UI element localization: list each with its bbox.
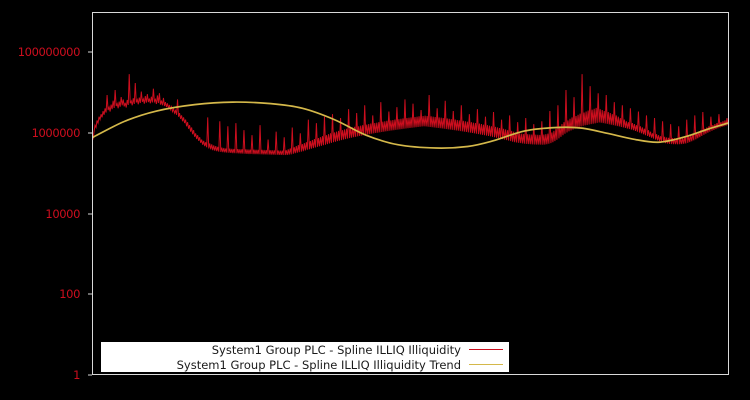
legend-swatch-illiquidity [469,349,503,350]
y-axis-tick-label: 1 [73,368,80,382]
legend-entry-illiquidity-trend[interactable]: System1 Group PLC - Spline ILLIQ Illiqui… [101,357,509,372]
y-axis: 100000000 1000000 10000 100 1 [0,0,92,400]
plot-area [92,12,729,375]
y-axis-tick-label: 100000000 [17,45,81,60]
series-trend [93,101,728,149]
legend-entry-illiquidity[interactable]: System1 Group PLC - Spline ILLIQ Illiqui… [101,342,509,357]
illiquidity-line [93,74,728,156]
chart-canvas [93,74,728,156]
y-axis-tick-mark [88,293,92,295]
legend-label-illiquidity-trend: System1 Group PLC - Spline ILLIQ Illiqui… [176,357,461,372]
y-axis-tick-label: 1000000 [31,126,81,140]
y-axis-tick-mark [88,213,92,215]
legend-label-illiquidity: System1 Group PLC - Spline ILLIQ Illiqui… [211,342,461,357]
series-illiquidity [93,74,728,156]
y-axis-tick-label: 10000 [45,206,80,221]
y-axis-tick-mark [88,374,92,376]
legend-swatch-illiquidity-trend [469,364,503,365]
illiquidity-trend-line [93,101,728,149]
chart-legend[interactable]: System1 Group PLC - Spline ILLIQ Illiqui… [100,341,510,373]
y-axis-tick-mark [88,51,92,53]
y-axis-tick-mark [88,132,92,134]
y-axis-tick-label: 100 [59,287,80,302]
